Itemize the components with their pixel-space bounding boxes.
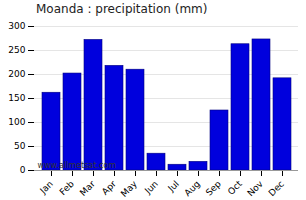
svg-text:Jun: Jun (142, 179, 160, 197)
svg-text:250: 250 (8, 45, 25, 55)
svg-text:Jul: Jul (165, 179, 180, 194)
svg-text:Feb: Feb (58, 179, 77, 198)
html-text:Moanda : precipitation (mm): Moanda : precipitation (mm) (36, 2, 208, 16)
svg-text:www.allmetsat.com: www.allmetsat.com (38, 161, 117, 170)
svg-text:150: 150 (8, 93, 25, 103)
svg-text:200: 200 (8, 69, 25, 79)
svg-text:50: 50 (14, 141, 26, 151)
svg-text:Jan: Jan (37, 179, 55, 197)
svg-text:Nov: Nov (245, 178, 265, 198)
svg-text:Dec: Dec (267, 179, 286, 198)
svg-text:May: May (119, 178, 140, 199)
svg-text:Mar: Mar (78, 178, 97, 197)
svg-text:Aug: Aug (182, 179, 202, 199)
svg-text:Sep: Sep (204, 179, 223, 198)
svg-text:100: 100 (8, 117, 25, 127)
svg-text:300: 300 (8, 21, 25, 31)
svg-text:0: 0 (20, 165, 26, 175)
svg-text:Oct: Oct (226, 178, 244, 196)
svg-text:Apr: Apr (100, 179, 118, 197)
